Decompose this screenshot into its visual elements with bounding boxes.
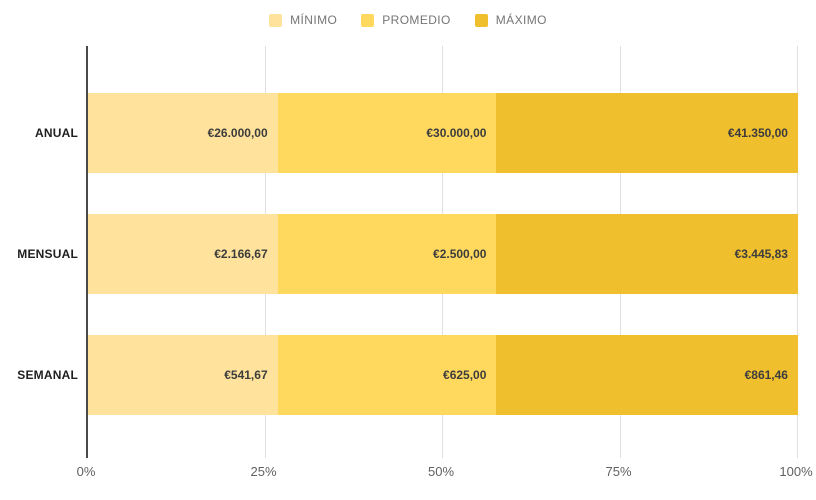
value-label: €861,46 — [744, 367, 788, 382]
x-tick-label-25: 25% — [250, 464, 277, 479]
category-label-anual: ANUAL — [35, 125, 78, 140]
value-label: €3.445,83 — [734, 246, 788, 261]
legend-label: PROMEDIO — [382, 13, 451, 27]
value-label: €625,00 — [443, 367, 487, 382]
legend-label: MÍNIMO — [290, 13, 338, 27]
bar-segment-promedio[interactable]: €625,00 — [277, 334, 497, 415]
value-label: €2.500,00 — [433, 246, 487, 261]
chart-legend: MÍNIMO PROMEDIO MÁXIMO — [0, 13, 816, 27]
legend-item-maximo: MÁXIMO — [474, 13, 547, 27]
plot-area: €26.000,00 €30.000,00 €41.350,00 €2.166,67 €… — [86, 46, 798, 458]
x-tick-label-75: 75% — [605, 464, 632, 479]
stacked-bar-mensual: €2.166,67 €2.500,00 €3.445,83 — [88, 213, 798, 294]
stacked-bar-anual: €26.000,00 €30.000,00 €41.350,00 — [88, 92, 798, 173]
x-tick-label-0: 0% — [76, 464, 96, 479]
legend-label: MÁXIMO — [495, 13, 547, 27]
bar-segment-maximo[interactable]: €41.350,00 — [496, 92, 798, 173]
value-label: €541,67 — [224, 367, 268, 382]
x-tick-label-50: 50% — [427, 464, 455, 479]
stacked-bar-semanal: €541,67 €625,00 €861,46 — [88, 334, 798, 415]
bar-segment-maximo[interactable]: €3.445,83 — [496, 213, 798, 294]
legend-swatch-icon — [474, 13, 488, 27]
bar-segment-minimo[interactable]: €26.000,00 — [88, 92, 278, 173]
bar-row-anual: €26.000,00 €30.000,00 €41.350,00 — [88, 72, 798, 193]
category-label-semanal: SEMANAL — [17, 367, 78, 382]
bar-segment-promedio[interactable]: €30.000,00 — [277, 92, 497, 173]
bar-rows: €26.000,00 €30.000,00 €41.350,00 €2.166,67 €… — [88, 72, 798, 435]
category-labels: ANUAL MENSUAL SEMANAL — [0, 72, 78, 435]
bar-segment-minimo[interactable]: €541,67 — [88, 334, 278, 415]
bar-segment-promedio[interactable]: €2.500,00 — [277, 213, 497, 294]
value-label: €41.350,00 — [727, 125, 788, 140]
bar-segment-maximo[interactable]: €861,46 — [496, 334, 798, 415]
x-tick-label-100: 100% — [779, 464, 813, 479]
category-label-mensual: MENSUAL — [17, 246, 78, 261]
bar-row-mensual: €2.166,67 €2.500,00 €3.445,83 — [88, 193, 798, 314]
bar-row-semanal: €541,67 €625,00 €861,46 — [88, 314, 798, 435]
value-label: €26.000,00 — [207, 125, 268, 140]
bar-segment-minimo[interactable]: €2.166,67 — [88, 213, 278, 294]
value-label: €2.166,67 — [214, 246, 268, 261]
value-label: €30.000,00 — [426, 125, 487, 140]
legend-item-minimo: MÍNIMO — [269, 13, 337, 27]
legend-swatch-icon — [269, 13, 283, 27]
legend-swatch-icon — [361, 13, 375, 27]
legend-item-promedio: PROMEDIO — [361, 13, 451, 27]
